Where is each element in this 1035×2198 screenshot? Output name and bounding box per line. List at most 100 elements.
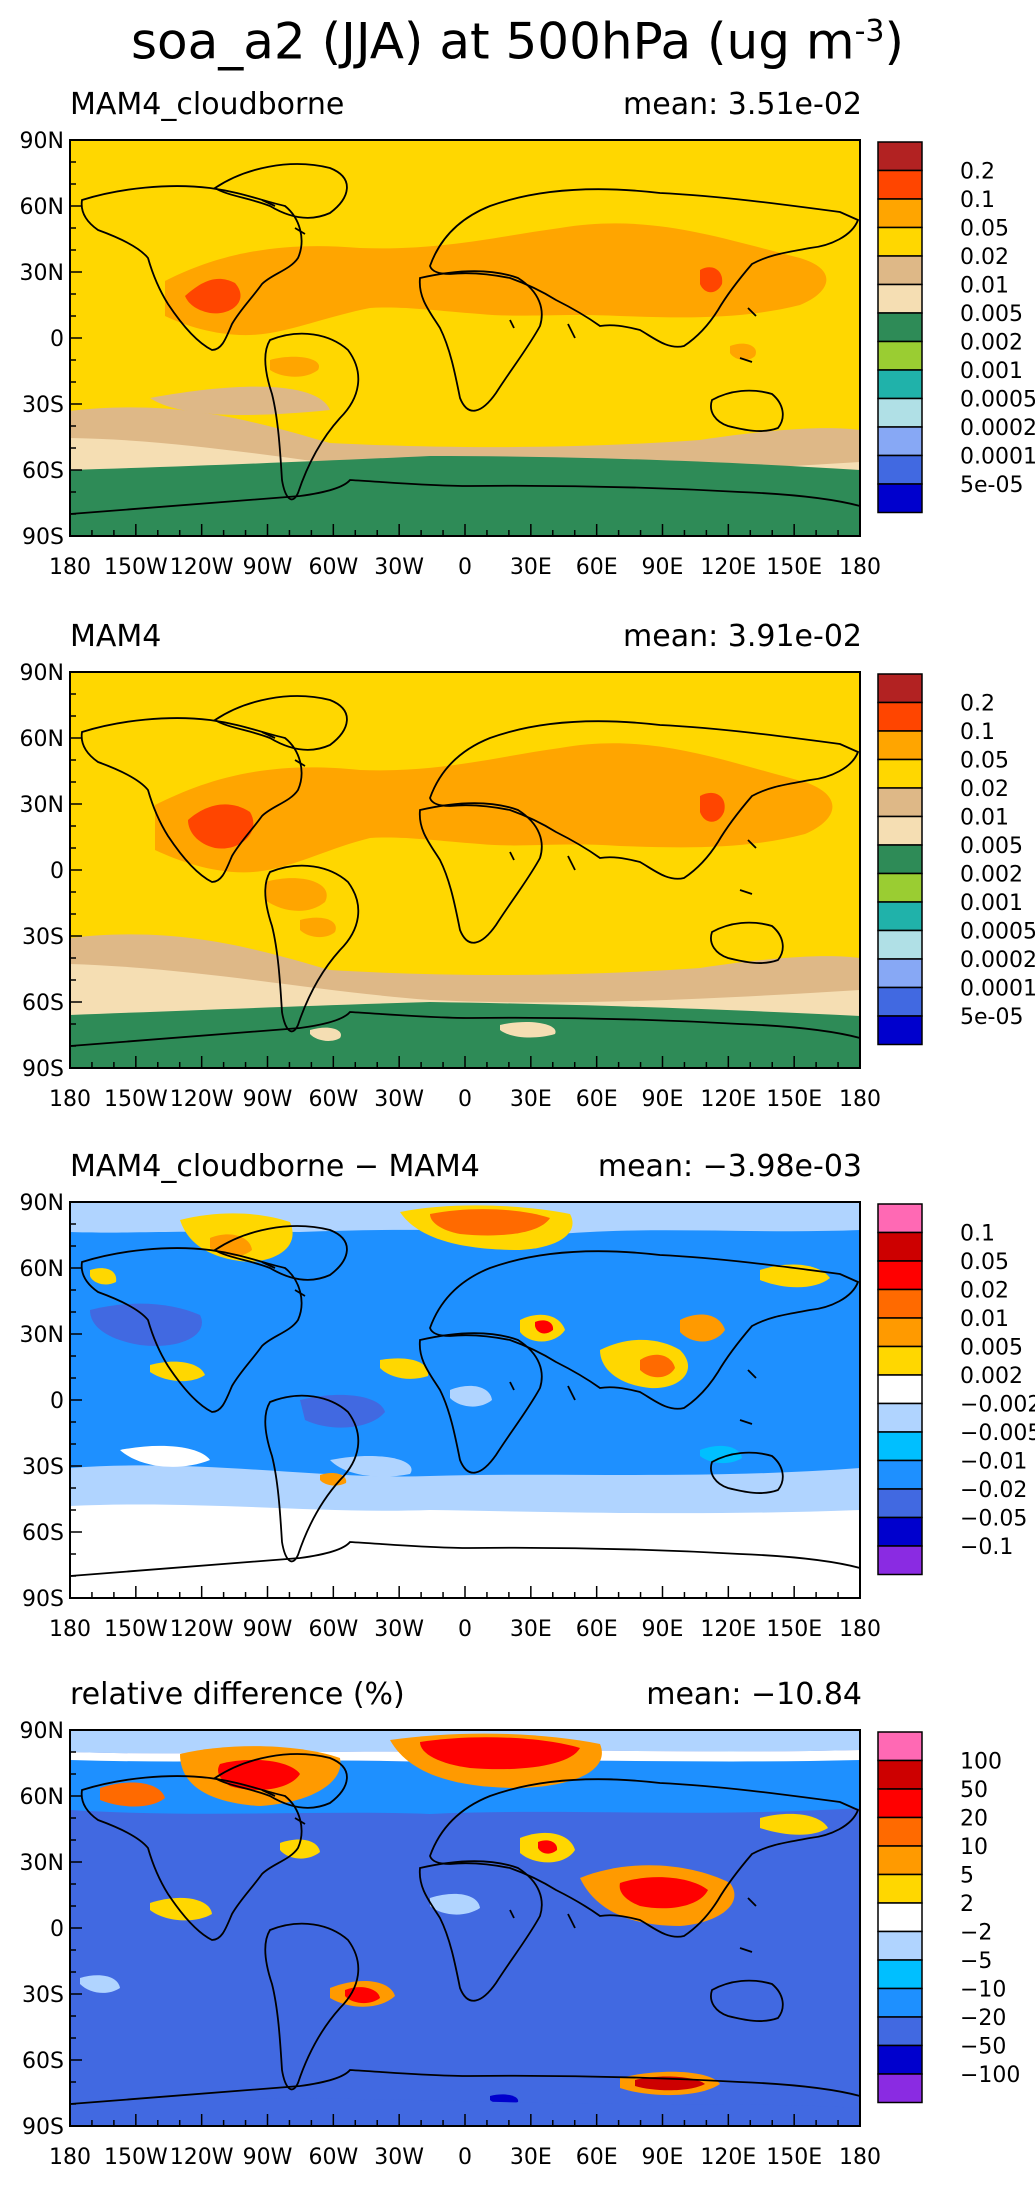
lon-tick-label: 150W: [104, 1617, 168, 1642]
lon-tick-label: 60W: [308, 555, 358, 580]
colorbar-swatch: [877, 1987, 923, 2018]
field-region: [330, 1455, 412, 1477]
panel-mean: mean: 3.51e-02: [623, 87, 862, 122]
colorbar-swatch: [877, 1402, 923, 1433]
lat-tick-label: 0: [50, 1917, 64, 1942]
lat-tick-label: 90N: [20, 1191, 64, 1216]
lat-ticks: [70, 1201, 82, 1599]
colorbar-swatch: [877, 2073, 923, 2104]
colorbar-label: 0.1: [960, 1222, 995, 1247]
colorbar-swatch: [877, 673, 923, 704]
map-panel-mam4: MAM4 mean: 3.91e-02 90N: [0, 620, 1035, 1140]
lon-tick-label: 150E: [766, 555, 822, 580]
field-region: [185, 278, 241, 314]
colorbar-label: 0.05: [960, 749, 1009, 774]
lon-tick-label: 90W: [243, 555, 293, 580]
lon-tick-label: 120E: [700, 1617, 756, 1642]
colorbar-swatch: [877, 169, 923, 200]
lat-tick-label: 30N: [20, 1323, 64, 1348]
colorbar-swatch: [877, 454, 923, 485]
coastline: [213, 695, 348, 751]
lat-tick-label: 0: [50, 327, 64, 352]
figure-title: soa_a2 (JJA) at 500hPa (ug m-3): [0, 2, 1035, 72]
colorbar-label: 0.005: [960, 302, 1023, 327]
coastline: [710, 1451, 784, 1494]
colorbar-swatch: [877, 141, 923, 172]
field-region: [430, 1209, 550, 1236]
coastline: [213, 1225, 348, 1281]
coastline: [261, 1789, 757, 1953]
colorbar-swatch: [877, 2016, 923, 2047]
colorbar-label: −5: [960, 1949, 992, 1974]
field-region: [300, 917, 336, 938]
lon-tick-label: 180: [839, 2145, 881, 2170]
lat-ticks: [70, 139, 82, 537]
colorbar-label: 0.01: [960, 806, 1009, 831]
coastline: [213, 163, 348, 219]
field-region: [535, 1320, 554, 1334]
colorbar-label: −0.01: [960, 1450, 1027, 1475]
coastlines: [69, 1753, 861, 2105]
field-region: [345, 1987, 380, 2004]
coastline: [80, 1247, 303, 1413]
colorbar-swatch: [877, 1845, 923, 1876]
lat-tick-label: 0: [50, 1389, 64, 1414]
map-panel-difference: MAM4_cloudborne − MAM4 mean: −3.98e-03: [0, 1150, 1035, 1670]
panel-mean: mean: 3.91e-02: [623, 619, 862, 654]
lat-tick-label: 30N: [20, 1851, 64, 1876]
field-region: [280, 1839, 320, 1859]
colorbar-swatch: [877, 1317, 923, 1348]
colorbar: 0.2 0.1 0.05 0.02 0.01 0.005 0.002 0.001 0.0005 0…: [877, 673, 1035, 1046]
lon-tick-label: 150E: [766, 2145, 822, 2170]
colorbar: 100 50 20 10 5 2 −2 −5 −10 −20 −50 −100: [877, 1731, 1020, 2104]
map-plot: 90N 60N 30N 0 30S 60S 90S 180 150W 120W 90W 60W 30W…: [20, 661, 1035, 1112]
coastlines: [69, 163, 861, 515]
field-region: [150, 1897, 212, 1921]
field-region: [188, 804, 254, 849]
field-region: [760, 1813, 828, 1835]
colorbar-label: −50: [960, 2035, 1006, 2060]
lat-tick-label: 90S: [22, 1057, 64, 1082]
coastline: [418, 802, 543, 944]
colorbar-label: −0.02: [960, 1478, 1027, 1503]
lat-tick-label: 60S: [22, 1521, 64, 1546]
colorbar-label: 5: [960, 1864, 974, 1889]
coastline: [69, 1011, 861, 1047]
colorbar-swatch: [877, 312, 923, 343]
colorbar-label: 0.005: [960, 834, 1023, 859]
colorbar-swatch: [877, 1459, 923, 1490]
coastline: [264, 332, 360, 501]
colorbar-swatch: [877, 1488, 923, 1519]
colorbar-swatch: [877, 1288, 923, 1319]
colorbar-label: 0.002: [960, 1364, 1023, 1389]
field-region: [218, 1759, 300, 1790]
lat-labels: 90N 60N 30N 0 30S 60S 90S: [20, 1191, 64, 1612]
lon-tick-label: 90E: [642, 555, 684, 580]
colorbar-label: −100: [960, 2063, 1020, 2088]
lon-tick-label: 60E: [576, 1617, 618, 1642]
colorbar-swatch: [877, 369, 923, 400]
lat-tick-label: 90S: [22, 525, 64, 550]
coastlines: [69, 1225, 861, 1577]
colorbar-swatch: [877, 958, 923, 989]
lon-tick-label: 150W: [104, 1087, 168, 1112]
lat-tick-label: 0: [50, 859, 64, 884]
colorbar-swatch: [877, 255, 923, 286]
colorbar-label: 0.01: [960, 274, 1009, 299]
lon-tick-label: 180: [49, 1087, 91, 1112]
colorbar-label: 100: [960, 1750, 1002, 1775]
lat-labels: 90N 60N 30N 0 30S 60S 90S: [20, 1719, 64, 2140]
coastline: [213, 1753, 348, 1809]
colorbar-swatch: [877, 901, 923, 932]
colorbar-swatch: [877, 1788, 923, 1819]
lon-tick-label: 0: [458, 1087, 472, 1112]
lon-tick-label: 90W: [243, 2145, 293, 2170]
lat-tick-label: 60S: [22, 2049, 64, 2074]
coastline: [418, 270, 543, 412]
lon-tick-label: 90W: [243, 1087, 293, 1112]
colorbar: 0.2 0.1 0.05 0.02 0.01 0.005 0.002 0.001 0.0005 0…: [877, 141, 1035, 514]
colorbar-label: 0.002: [960, 331, 1023, 356]
field-region: [100, 1782, 165, 1807]
colorbar-swatch: [877, 283, 923, 314]
colorbar-swatch: [877, 1759, 923, 1790]
